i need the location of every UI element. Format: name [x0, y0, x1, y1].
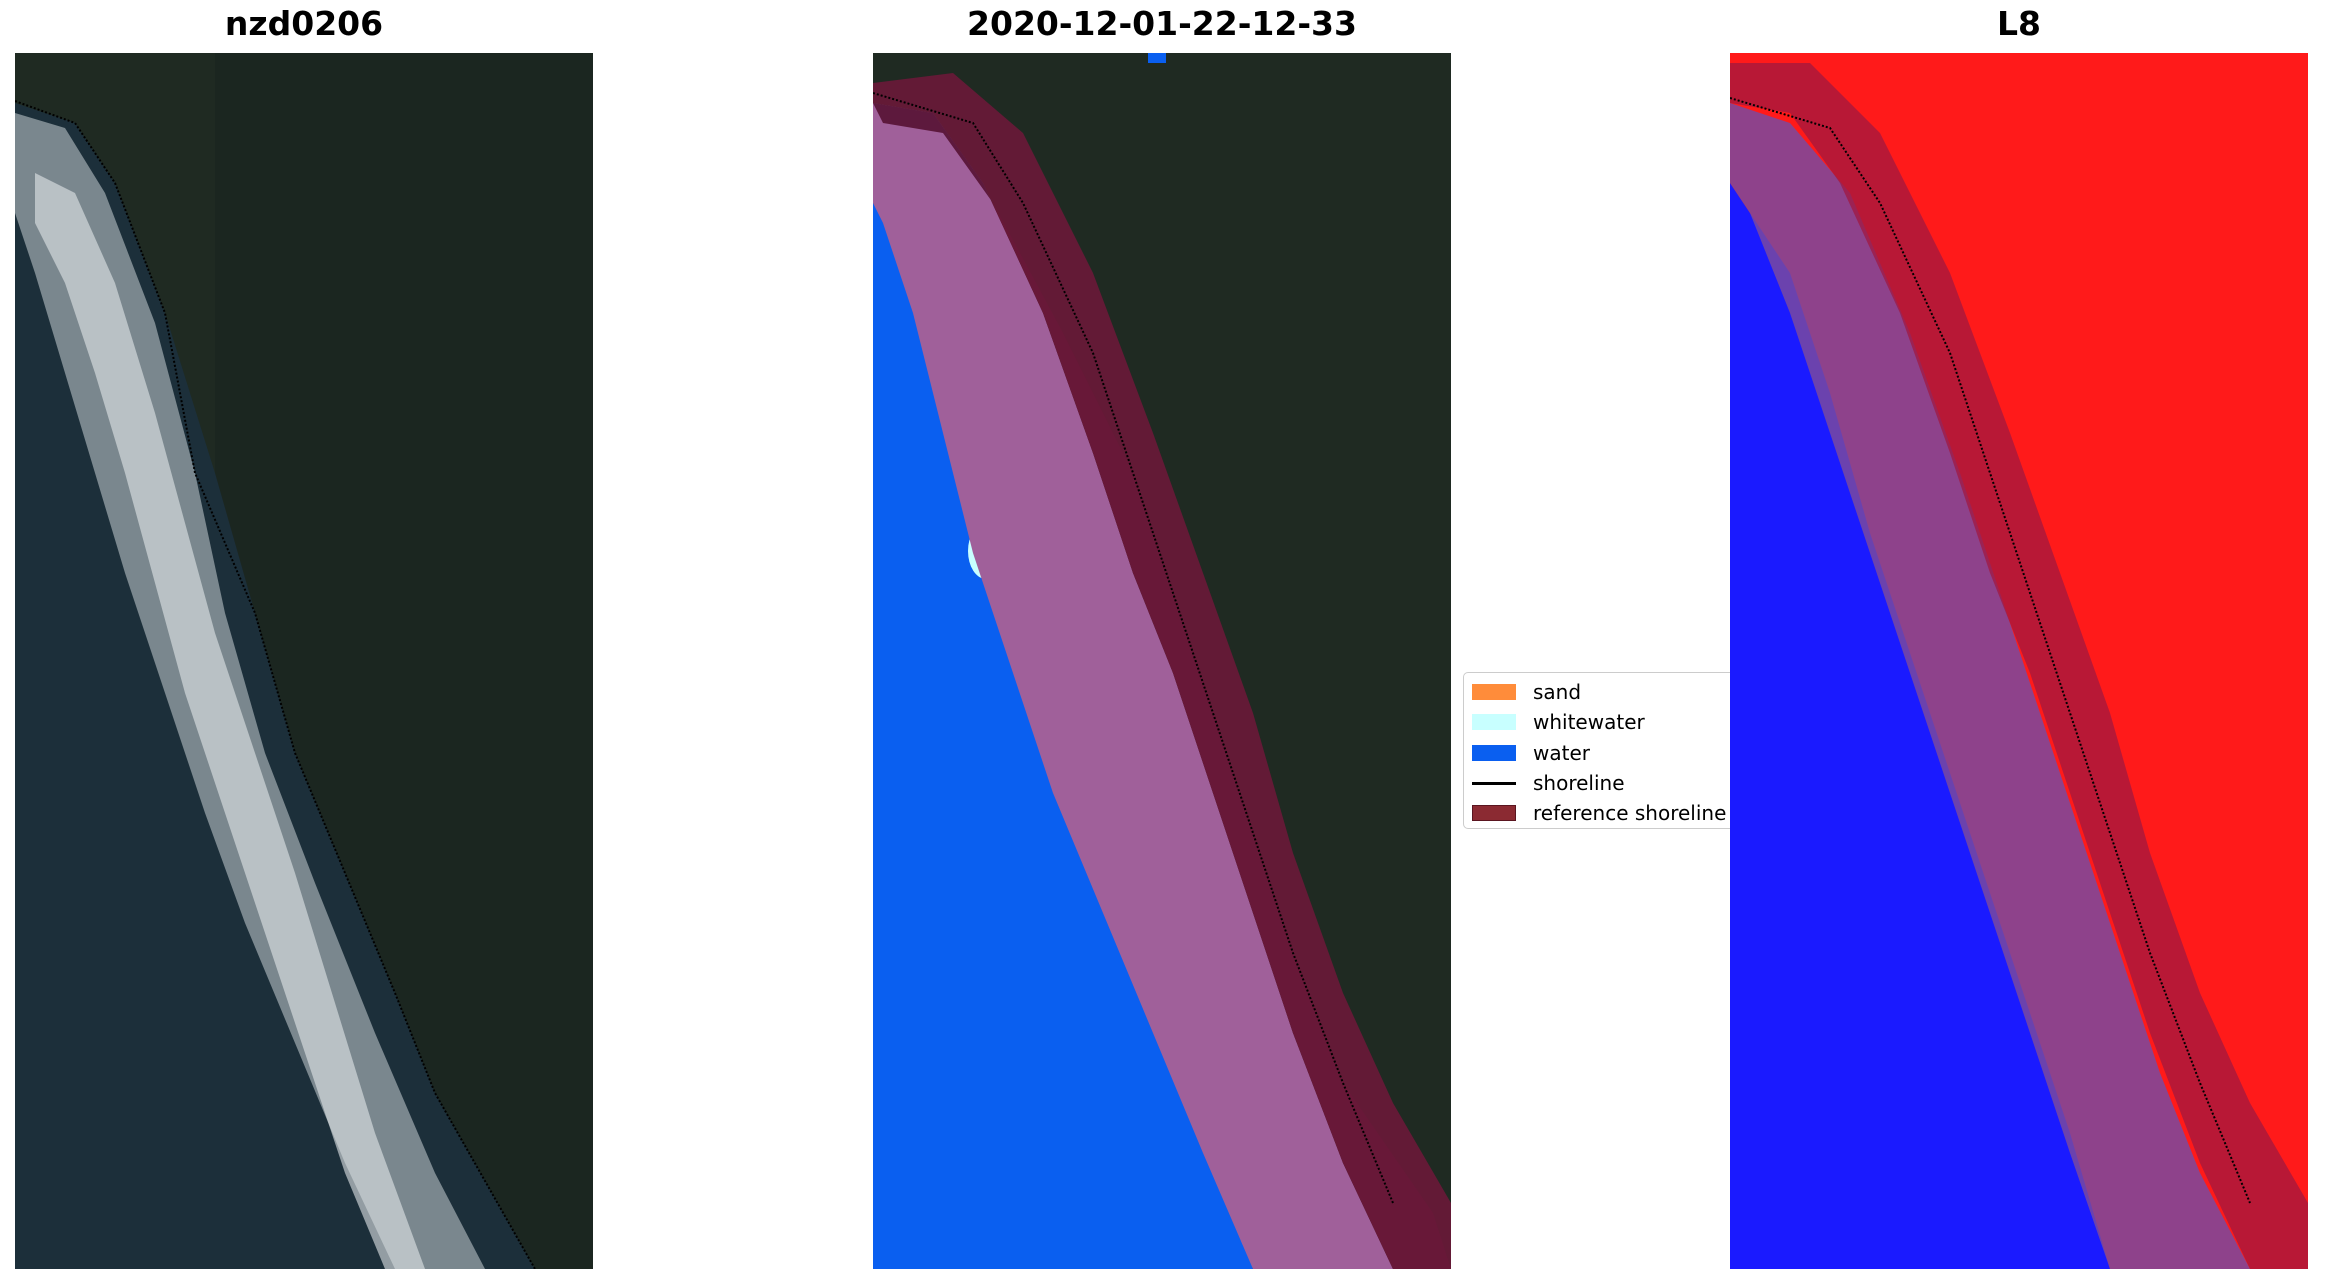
legend-item-reference-shoreline: reference shoreline	[1472, 801, 1727, 825]
legend-swatch-water	[1472, 745, 1516, 761]
legend-swatch-reference-shoreline	[1472, 805, 1516, 821]
index-image-panel	[1730, 53, 2308, 1269]
legend-label: whitewater	[1533, 710, 1645, 734]
legend-swatch-sand	[1472, 684, 1516, 700]
rgb-satellite-image	[15, 53, 593, 1269]
legend-item-water: water	[1472, 741, 1590, 765]
classified-image	[873, 53, 1451, 1269]
classified-image-panel	[873, 53, 1451, 1269]
legend-swatch-shoreline	[1472, 781, 1516, 785]
legend-label: sand	[1533, 680, 1582, 704]
legend-label: shoreline	[1533, 771, 1625, 795]
index-image	[1730, 53, 2308, 1269]
legend-item-shoreline: shoreline	[1472, 771, 1625, 795]
legend: sand whitewater water shoreline referenc…	[1463, 672, 1745, 829]
legend-swatch-whitewater	[1472, 714, 1516, 730]
legend-item-whitewater: whitewater	[1472, 710, 1645, 734]
legend-label: reference shoreline	[1533, 801, 1727, 825]
legend-label: water	[1533, 741, 1590, 765]
panel-title-rgb: nzd0206	[224, 4, 384, 43]
panel-title-index: L8	[1997, 4, 2041, 43]
rgb-image-panel	[15, 53, 593, 1269]
legend-item-sand: sand	[1472, 680, 1582, 704]
panel-title-classified: 2020-12-01-22-12-33	[967, 4, 1357, 43]
